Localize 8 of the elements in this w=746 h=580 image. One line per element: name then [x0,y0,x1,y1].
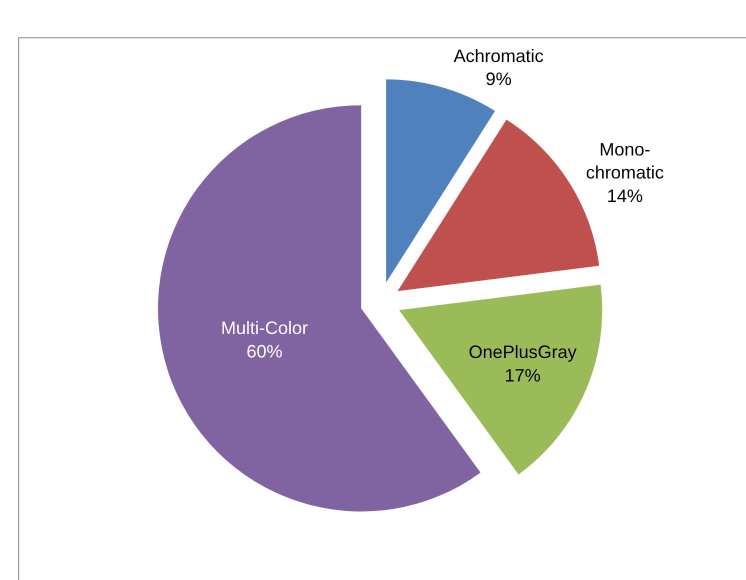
data-label: 14% [606,186,643,206]
slice-label: OnePlusGray [468,342,577,362]
data-label: 17% [504,365,541,386]
slice-label: Multi-Color [221,318,308,338]
data-label: 9% [486,69,512,90]
slice-label: Mono- chromatic [586,139,664,183]
data-label: 60% [246,341,283,362]
slice-label: Achromatic [454,46,544,66]
